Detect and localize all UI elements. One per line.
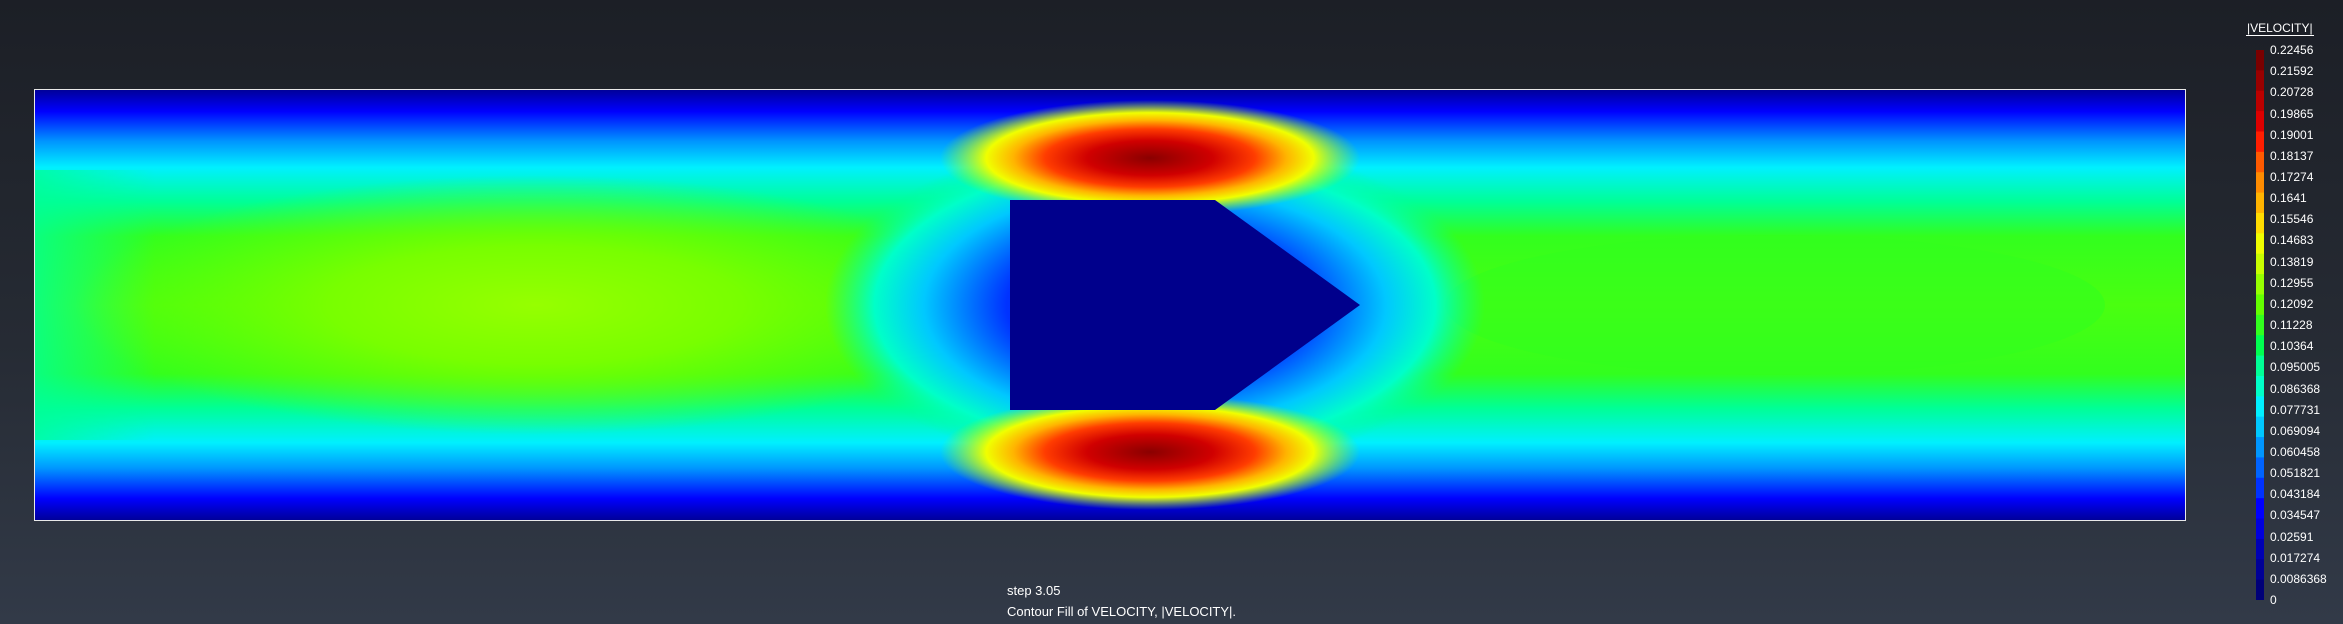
legend-value-label: 0.19001 [2270, 127, 2314, 142]
legend-color-segment [2256, 70, 2264, 92]
legend-color-segment [2256, 50, 2264, 71]
legend-color-segment [2256, 579, 2264, 600]
legend-color-segment [2256, 253, 2264, 275]
legend-value-label: 0 [2270, 593, 2277, 607]
legend-value-label: 0.077731 [2270, 402, 2321, 417]
legend-color-segment [2256, 192, 2264, 214]
legend-value-label: 0.017274 [2270, 550, 2321, 565]
legend-value-label: 0.15546 [2270, 212, 2314, 227]
legend-color-segment [2256, 457, 2264, 479]
legend-title: |VELOCITY| [2246, 21, 2314, 36]
legend-value-label: 0.0086368 [2270, 571, 2327, 586]
legend-value-label: 0.22456 [2270, 43, 2314, 57]
legend-color-segment [2256, 151, 2264, 173]
legend-color-segment [2256, 233, 2264, 255]
legend-color-segment [2256, 477, 2264, 499]
legend-color-segment [2256, 314, 2264, 336]
legend-color-segment [2256, 172, 2264, 194]
legend-value-label: 0.17274 [2270, 169, 2314, 184]
legend-value-label: 0.13819 [2270, 254, 2314, 269]
legend-color-segment [2256, 131, 2264, 153]
legend-value-label: 0.051821 [2270, 466, 2321, 481]
legend-color-segment [2256, 396, 2264, 418]
legend-value-label: 0.20728 [2270, 85, 2314, 100]
legend-color-segment [2256, 538, 2264, 560]
legend-value-label: 0.12955 [2270, 275, 2314, 290]
legend-color-segment [2256, 437, 2264, 459]
step-label: step 3.05 [1007, 583, 1061, 598]
legend-color-bar [2256, 50, 2264, 600]
velocity-contour-plot[interactable] [34, 89, 2186, 521]
legend-color-segment [2256, 498, 2264, 520]
legend-color-segment [2256, 111, 2264, 133]
legend-value-label: 0.12092 [2270, 296, 2314, 311]
legend-value-label: 0.095005 [2270, 360, 2321, 375]
legend-color-segment [2256, 559, 2264, 581]
legend-value-label: 0.02591 [2270, 529, 2314, 544]
legend-color-segment [2256, 90, 2264, 112]
legend-value-label: 0.18137 [2270, 148, 2314, 163]
legend-color-segment [2256, 212, 2264, 234]
legend-color-segment [2256, 518, 2264, 540]
legend-value-label: 0.069094 [2270, 423, 2321, 438]
legend-color-segment [2256, 375, 2264, 397]
legend-value-label: 0.19865 [2270, 106, 2314, 121]
legend-value-label: 0.14683 [2270, 233, 2314, 248]
legend-color-segment [2256, 335, 2264, 357]
legend-value-label: 0.11228 [2270, 318, 2313, 332]
legend-value-label: 0.1641 [2270, 191, 2307, 206]
legend-color-segment [2256, 355, 2264, 377]
contour-caption: Contour Fill of VELOCITY, |VELOCITY|. [1007, 604, 1237, 619]
legend-value-label: 0.034547 [2270, 508, 2321, 523]
legend-color-segment [2256, 416, 2264, 438]
legend-value-label: 0.10364 [2270, 339, 2314, 354]
legend-value-label: 0.086368 [2270, 381, 2321, 396]
legend-value-label: 0.043184 [2270, 487, 2321, 502]
legend-color-segment [2256, 294, 2264, 316]
legend-value-label: 0.060458 [2270, 444, 2321, 459]
legend-color-segment [2256, 274, 2264, 296]
legend-value-label: 0.21592 [2270, 64, 2314, 79]
